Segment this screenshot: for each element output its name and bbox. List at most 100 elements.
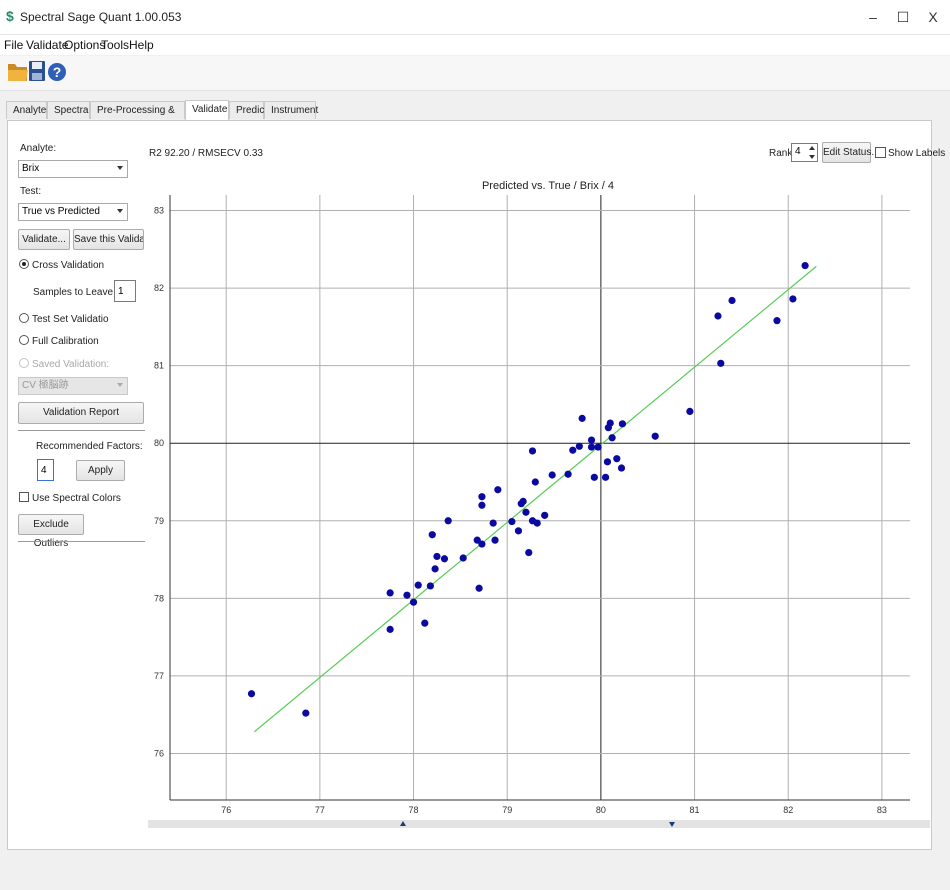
scroll-up-icon[interactable]	[400, 821, 406, 826]
spin-down-icon[interactable]	[809, 155, 815, 159]
grid	[170, 195, 910, 800]
tab-validate[interactable]: Validate	[185, 100, 229, 120]
tab-instrument[interactable]: Instrument	[264, 101, 318, 119]
chevron-down-icon	[117, 209, 123, 213]
horizontal-scrollbar[interactable]	[148, 820, 930, 828]
show-labels-checkbox[interactable]	[875, 147, 886, 158]
data-point	[717, 359, 725, 367]
cross-validation-radio[interactable]	[19, 259, 29, 269]
data-point	[508, 517, 516, 526]
menu-file[interactable]: File	[4, 38, 24, 52]
saved-validation-select[interactable]: CV 極脳跡	[18, 377, 128, 395]
spectral-colors-label: Use Spectral Colors	[32, 493, 121, 504]
x-tick-label: 83	[877, 805, 887, 815]
data-point	[386, 625, 394, 633]
chart-title: Predicted vs. True / Brix / 4	[482, 180, 614, 192]
cross-validation-label: Cross Validation	[32, 260, 105, 271]
saved-validation-label: Saved Validation:	[32, 359, 110, 370]
data-point	[569, 446, 577, 454]
validation-stats: R2 92.20 / RMSECV 0.33	[149, 148, 263, 159]
tab-predict[interactable]: Predict	[229, 101, 267, 119]
validation-report-button[interactable]: Validation Report	[18, 402, 144, 424]
saved-validation-radio[interactable]	[19, 358, 29, 368]
data-point	[594, 443, 602, 451]
data-point	[431, 565, 439, 573]
scroll-down-icon[interactable]	[669, 822, 675, 827]
tab-analytes[interactable]: Analytes	[6, 101, 51, 119]
y-tick-label: 81	[154, 361, 164, 371]
menu-bar: File Validate Options Tools Help	[0, 35, 950, 55]
data-point	[414, 581, 422, 589]
toolbar: ?	[0, 56, 950, 91]
data-point	[428, 531, 436, 539]
data-point	[618, 420, 627, 428]
save-validation-button[interactable]: Save this Validation...	[73, 229, 144, 250]
title-bar: $ Spectral Sage Quant 1.00.053 – ☐ X	[0, 0, 950, 35]
data-point	[403, 591, 411, 599]
spectral-colors-checkbox[interactable]	[19, 492, 29, 502]
data-point	[686, 407, 694, 416]
menu-validate[interactable]: Validate	[26, 38, 69, 52]
open-folder-icon[interactable]	[7, 59, 31, 85]
test-label: Test:	[20, 186, 42, 197]
validate-button[interactable]: Validate...	[18, 229, 70, 250]
data-point	[587, 443, 596, 451]
data-point	[601, 473, 610, 481]
x-tick-label: 79	[502, 805, 512, 815]
y-tick-label: 82	[154, 283, 164, 293]
close-button[interactable]: X	[928, 9, 938, 25]
samples-label: Samples to Leave Out:	[33, 287, 135, 298]
chevron-down-icon	[117, 166, 123, 170]
full-calibration-radio[interactable]	[19, 335, 29, 345]
data-point	[514, 527, 523, 535]
x-tick-label: 78	[409, 805, 419, 815]
test-select[interactable]: True vs Predicted	[18, 203, 128, 221]
save-disk-icon[interactable]	[28, 59, 52, 85]
regression-line	[253, 265, 817, 733]
data-point	[478, 540, 486, 548]
data-point	[459, 554, 467, 562]
menu-options[interactable]: Options	[64, 38, 106, 52]
minimize-button[interactable]: –	[869, 9, 877, 25]
data-point	[491, 536, 499, 544]
test-set-radio[interactable]	[19, 313, 29, 323]
y-tick-label: 77	[154, 671, 164, 681]
data-point	[578, 414, 586, 422]
rank-spinbox[interactable]: 4	[791, 143, 818, 162]
data-point	[608, 434, 616, 442]
y-tick-label: 80	[154, 438, 164, 448]
data-point	[651, 432, 659, 440]
data-point	[433, 552, 441, 561]
data-point	[444, 517, 452, 525]
test-value: True vs Predicted	[22, 206, 100, 217]
apply-button[interactable]: Apply	[76, 460, 125, 481]
help-icon[interactable]: ?	[47, 59, 71, 85]
maximize-button[interactable]: ☐	[896, 9, 910, 25]
x-tick-label: 80	[596, 805, 606, 815]
data-point	[531, 478, 539, 486]
data-point	[564, 470, 572, 478]
samples-input[interactable]	[114, 280, 136, 302]
spin-up-icon[interactable]	[809, 146, 815, 150]
data-point	[613, 455, 621, 463]
data-point	[302, 709, 310, 717]
tab-pre-processing[interactable]: Pre-Processing & Regions	[90, 101, 185, 134]
data-point	[773, 317, 781, 325]
data-point	[421, 619, 429, 627]
tab-spectra[interactable]: Spectra	[47, 101, 90, 119]
menu-tools[interactable]: Tools	[101, 38, 130, 52]
exclude-outliers-button[interactable]: Exclude Outliers	[18, 514, 84, 549]
data-point	[541, 511, 549, 519]
window-title: Spectral Sage Quant 1.00.053	[20, 10, 182, 24]
analyte-select[interactable]: Brix	[18, 160, 128, 178]
fit-line-group	[253, 265, 817, 733]
data-point	[603, 458, 612, 466]
data-point	[728, 296, 736, 305]
rank-label: Rank:	[769, 148, 796, 159]
show-labels-label: Show Labels	[888, 148, 946, 159]
menu-help[interactable]: Help	[129, 38, 154, 52]
factors-input[interactable]	[37, 459, 54, 481]
separator	[18, 430, 145, 431]
data-points	[247, 261, 809, 717]
edit-status-button[interactable]: Edit Status...	[822, 142, 880, 163]
